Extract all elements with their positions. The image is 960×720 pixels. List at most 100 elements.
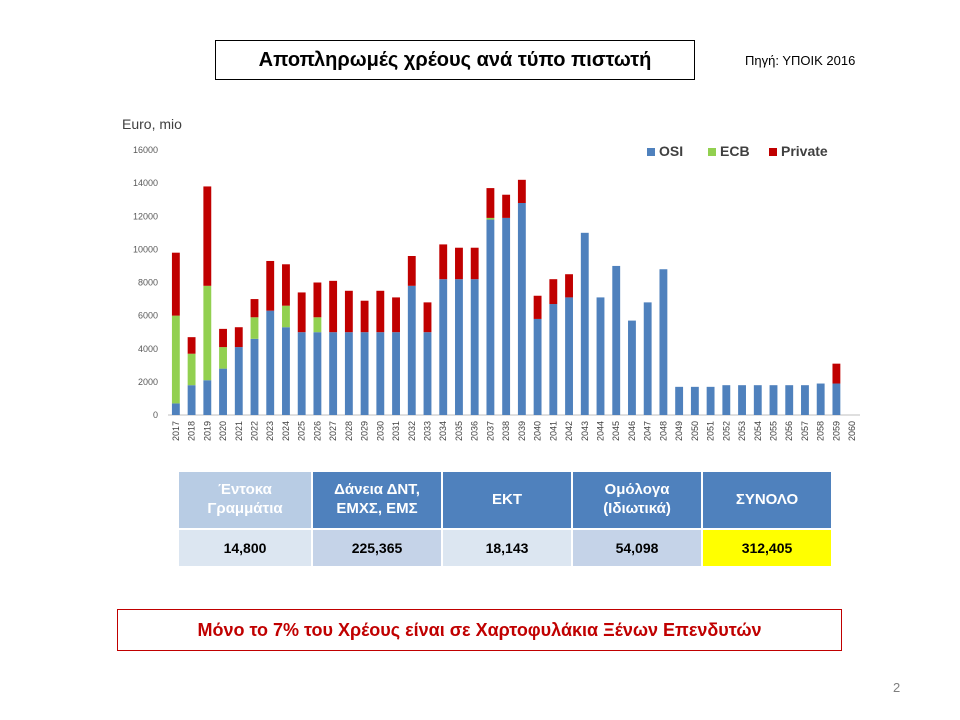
x-tick-label: 2054 bbox=[753, 421, 763, 441]
bar-osi bbox=[769, 385, 778, 415]
y-tick-label: 0 bbox=[153, 410, 158, 420]
bar-osi bbox=[455, 279, 463, 415]
bar-osi bbox=[565, 297, 573, 415]
bar-private bbox=[423, 302, 432, 333]
bar-osi bbox=[171, 403, 180, 415]
x-tick-label: 2038 bbox=[501, 421, 511, 441]
bar-osi bbox=[407, 285, 416, 415]
summary-header-bonds: Ομόλογα (Ιδιωτικά) bbox=[573, 472, 701, 528]
bar-private bbox=[360, 300, 369, 333]
bar-ecb bbox=[486, 217, 495, 220]
bar-osi bbox=[533, 318, 542, 415]
x-tick-label: 2053 bbox=[737, 421, 747, 441]
summary-value-bonds: 54,098 bbox=[573, 530, 701, 566]
legend-label-ecb: ECB bbox=[720, 143, 750, 159]
x-tick-label: 2027 bbox=[328, 421, 338, 441]
bar-ecb bbox=[203, 285, 212, 381]
y-tick-label: 6000 bbox=[138, 311, 158, 321]
bar-osi bbox=[234, 347, 243, 415]
x-tick-label: 2033 bbox=[423, 421, 433, 441]
bar-osi bbox=[580, 232, 589, 415]
x-tick-label: 2034 bbox=[438, 421, 448, 441]
summary-value-loans: 225,365 bbox=[313, 530, 441, 566]
bar-ecb bbox=[282, 305, 290, 328]
legend-label-private: Private bbox=[781, 143, 828, 159]
page-number: 2 bbox=[893, 680, 901, 695]
x-tick-label: 2042 bbox=[564, 421, 574, 441]
x-tick-label: 2036 bbox=[470, 421, 480, 441]
foreign-investors-note: Μόνο το 7% του Χρέους είναι σε Χαρτοφυλά… bbox=[117, 609, 842, 651]
legend-swatch-osi bbox=[647, 148, 655, 156]
bar-osi bbox=[816, 383, 825, 415]
y-tick-label: 8000 bbox=[138, 278, 158, 288]
bar-private bbox=[250, 299, 259, 318]
summary-value-total: 312,405 bbox=[703, 530, 831, 566]
bar-private bbox=[533, 295, 542, 319]
x-tick-label: 2018 bbox=[187, 421, 197, 441]
bar-ecb bbox=[219, 347, 227, 369]
x-tick-label: 2058 bbox=[816, 421, 826, 441]
x-tick-label: 2043 bbox=[580, 421, 590, 441]
summary-header-row: Έντοκα Γραμμάτια Δάνεια ΔΝΤ, ΕΜΧΣ, ΕΜΣ Ε… bbox=[179, 472, 831, 528]
bar-ecb bbox=[313, 317, 322, 333]
x-tick-label: 2055 bbox=[769, 421, 779, 441]
x-tick-label: 2059 bbox=[831, 421, 841, 441]
x-tick-label: 2048 bbox=[658, 421, 668, 441]
bar-private bbox=[187, 337, 196, 354]
summary-table: Έντοκα Γραμμάτια Δάνεια ΔΝΤ, ΕΜΧΣ, ΕΜΣ Ε… bbox=[177, 470, 833, 568]
bar-private bbox=[517, 179, 526, 203]
x-tick-label: 2050 bbox=[690, 421, 700, 441]
bar-osi bbox=[706, 386, 715, 415]
y-tick-label: 10000 bbox=[133, 244, 158, 254]
summary-header-tbills: Έντοκα Γραμμάτια bbox=[179, 472, 311, 528]
bar-osi bbox=[203, 380, 212, 415]
bar-osi bbox=[643, 302, 652, 415]
bar-private bbox=[376, 290, 385, 333]
bar-private bbox=[470, 247, 479, 280]
bar-private bbox=[439, 244, 448, 280]
bar-osi bbox=[376, 332, 385, 415]
bar-private bbox=[297, 292, 306, 333]
x-tick-label: 2052 bbox=[721, 421, 731, 441]
x-tick-label: 2044 bbox=[596, 421, 606, 441]
x-tick-label: 2049 bbox=[674, 421, 684, 441]
bar-osi bbox=[612, 265, 621, 415]
bar-private bbox=[203, 186, 212, 286]
summary-value-tbills: 14,800 bbox=[179, 530, 311, 566]
x-tick-label: 2056 bbox=[784, 421, 794, 441]
bar-osi bbox=[219, 368, 227, 415]
x-tick-label: 2031 bbox=[391, 421, 401, 441]
bar-osi bbox=[297, 332, 306, 415]
x-tick-label: 2026 bbox=[312, 421, 322, 441]
bar-osi bbox=[392, 332, 400, 415]
bar-osi bbox=[344, 332, 353, 415]
bar-private bbox=[407, 256, 416, 286]
bar-osi bbox=[423, 332, 432, 415]
x-tick-label: 2041 bbox=[548, 421, 558, 441]
bar-osi bbox=[502, 217, 511, 415]
x-tick-label: 2047 bbox=[643, 421, 653, 441]
legend-swatch-private bbox=[769, 148, 777, 156]
bar-private bbox=[266, 260, 275, 311]
bar-osi bbox=[517, 203, 526, 415]
bar-osi bbox=[187, 385, 196, 415]
x-tick-label: 2024 bbox=[281, 421, 291, 441]
y-tick-label: 12000 bbox=[133, 211, 158, 221]
x-tick-label: 2017 bbox=[171, 421, 181, 441]
bar-private bbox=[486, 188, 495, 218]
x-tick-label: 2023 bbox=[265, 421, 275, 441]
bar-osi bbox=[628, 320, 636, 415]
page-title: Αποπληρωμές χρέους ανά τύπο πιστωτή bbox=[215, 40, 695, 80]
summary-header-loans: Δάνεια ΔΝΤ, ΕΜΧΣ, ΕΜΣ bbox=[313, 472, 441, 528]
bar-private bbox=[502, 194, 511, 218]
bar-private bbox=[832, 363, 841, 384]
bar-osi bbox=[313, 332, 322, 415]
bar-private bbox=[219, 328, 227, 348]
source-label: Πηγή: ΥΠΟΙΚ 2016 bbox=[745, 53, 856, 68]
bar-osi bbox=[785, 385, 794, 415]
x-tick-label: 2051 bbox=[706, 421, 716, 441]
x-tick-label: 2020 bbox=[218, 421, 228, 441]
x-tick-label: 2035 bbox=[454, 421, 464, 441]
x-tick-label: 2032 bbox=[407, 421, 417, 441]
bar-osi bbox=[832, 383, 841, 415]
